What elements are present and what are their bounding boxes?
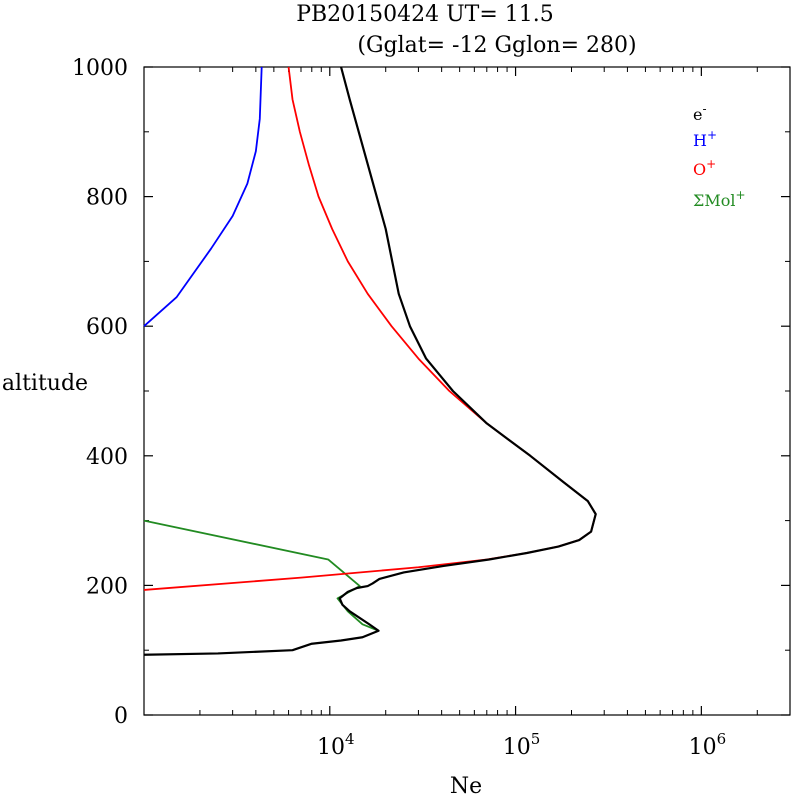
legend-entry: e- bbox=[693, 102, 707, 124]
y-axis-label: altitude bbox=[2, 371, 88, 396]
legend-entry: O+ bbox=[693, 157, 716, 179]
y-tick-labels: 0 200 400 600 800 1000 bbox=[72, 56, 128, 729]
chart-title-line2: (Gglat= -12 Gglon= 280) bbox=[357, 33, 636, 58]
legend-entry: ΣMol+ bbox=[693, 188, 746, 210]
legend-entry: H+ bbox=[693, 128, 717, 150]
series-line-mol-plus bbox=[143, 519, 379, 632]
y-tick-label: 800 bbox=[86, 186, 128, 211]
x-tick-label: 106 bbox=[689, 730, 727, 760]
series-line-o-plus bbox=[143, 66, 597, 591]
y-tick-label: 1000 bbox=[72, 56, 128, 81]
series-line-h-plus bbox=[143, 66, 263, 327]
y-tick-label: 200 bbox=[86, 574, 128, 599]
series-group bbox=[143, 66, 597, 656]
x-axis-label: Ne bbox=[450, 774, 482, 796]
series-line-electron bbox=[143, 66, 597, 656]
legend: e- H+ O+ ΣMol+ bbox=[693, 102, 746, 210]
axis-ticks bbox=[144, 66, 790, 716]
x-tick-label: 104 bbox=[317, 730, 355, 760]
chart-title-line1: PB20150424 UT= 11.5 bbox=[296, 2, 554, 27]
x-tick-labels: 104 105 106 bbox=[317, 730, 726, 760]
x-tick-label: 105 bbox=[503, 730, 541, 760]
y-tick-label: 600 bbox=[86, 315, 128, 340]
y-tick-label: 0 bbox=[114, 704, 128, 729]
y-tick-label: 400 bbox=[86, 445, 128, 470]
